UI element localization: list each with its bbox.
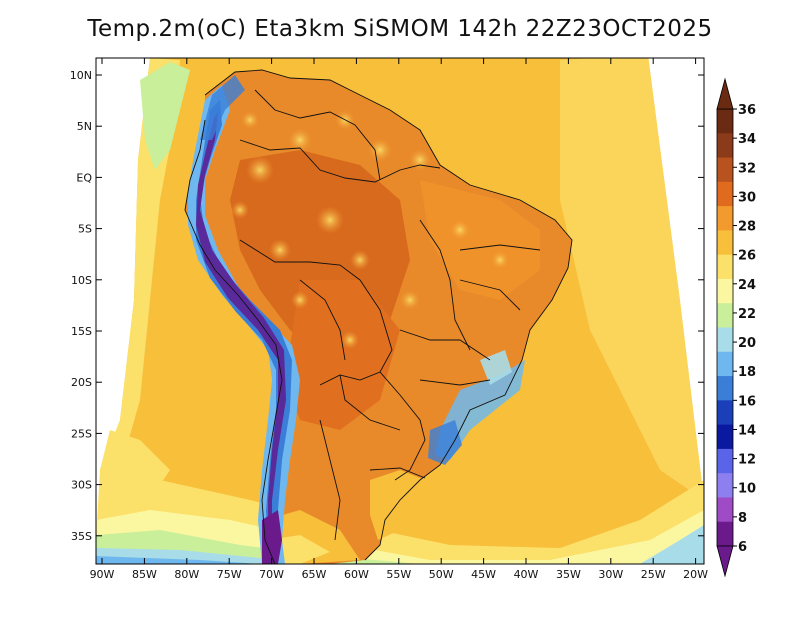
lat-tick-label: 15S	[71, 325, 92, 338]
lon-tick-label: 30W	[598, 568, 623, 581]
lon-tick-label: 75W	[217, 568, 242, 581]
lat-tick-label: 35S	[71, 530, 92, 543]
colorbar-label: 26	[738, 249, 756, 264]
lat-tick-label: 20S	[71, 376, 92, 389]
colorbar-segment	[717, 109, 733, 134]
colorbar-label: 18	[738, 365, 756, 380]
colorbar-label: 24	[738, 278, 756, 293]
colorbar-segment	[717, 206, 733, 231]
lon-tick-label: 40W	[514, 568, 539, 581]
colorbar-segment	[717, 278, 733, 304]
lat-tick-label: 10N	[70, 69, 92, 82]
colorbar-label: 6	[738, 540, 747, 555]
lat-tick-label: 10S	[71, 274, 92, 287]
colorbar-segment	[717, 521, 733, 547]
colorbar-label: 28	[738, 220, 756, 235]
colorbar-segment	[717, 497, 733, 523]
colorbar-segment	[717, 327, 733, 353]
lat-tick-label: EQ	[76, 171, 92, 184]
lon-tick-label: 45W	[471, 568, 496, 581]
lat-tick-label: 30S	[71, 479, 92, 492]
colorbar-label: 12	[738, 453, 756, 468]
lon-tick-label: 35W	[556, 568, 581, 581]
lon-tick-label: 85W	[132, 568, 157, 581]
lon-tick-label: 20W	[683, 568, 708, 581]
colorbar-bottom-cap	[716, 545, 734, 578]
colorbar-label: 22	[738, 307, 756, 322]
temperature-field	[96, 58, 704, 564]
colorbar-label: 30	[738, 190, 756, 205]
colorbar-segment	[717, 303, 733, 328]
colorbar-segment	[717, 448, 733, 474]
colorbar-segment	[717, 181, 733, 207]
lon-tick-label: 65W	[302, 568, 327, 581]
lon-tick-label: 25W	[641, 568, 666, 581]
latitude-axis: 10N 5N EQ 5S 10S 15S 20S 25S 30S 35S	[70, 69, 704, 543]
colorbar: 36 34 32 30 28 26 24 22 20 18 16 14 12 10 8 6	[716, 77, 756, 578]
lat-tick-label: 5N	[77, 120, 92, 133]
colorbar-label: 16	[738, 394, 756, 409]
longitude-axis: 90W 85W 80W 75W 70W 65W 60W 55W 50W 45W 40W 35W 30W 2…	[90, 58, 708, 581]
colorbar-label: 10	[738, 482, 756, 497]
colorbar-segment	[717, 133, 733, 159]
colorbar-label: 36	[738, 103, 756, 118]
colorbar-segment	[717, 424, 733, 450]
colorbar-label: 34	[738, 132, 756, 147]
colorbar-label: 20	[738, 336, 756, 351]
lat-tick-label: 25S	[71, 427, 92, 440]
colorbar-segment	[717, 351, 733, 377]
map-title: Temp.2m(oC) Eta3km SiSMOM 142h 22Z23OCT2…	[87, 16, 713, 42]
lon-tick-label: 90W	[90, 568, 115, 581]
colorbar-label: 14	[738, 423, 756, 438]
colorbar-segment	[717, 473, 733, 498]
lon-tick-label: 80W	[174, 568, 199, 581]
colorbar-top-cap	[716, 77, 734, 110]
colorbar-segment	[717, 400, 733, 426]
lon-tick-label: 60W	[344, 568, 369, 581]
colorbar-segment	[717, 376, 733, 401]
colorbar-label: 8	[738, 511, 747, 526]
lon-tick-label: 70W	[259, 568, 284, 581]
country-borders	[184, 69, 573, 564]
colorbar-label: 32	[738, 161, 756, 176]
lat-tick-label: 5S	[78, 223, 92, 236]
colorbar-segment	[717, 157, 733, 183]
map-frame	[95, 57, 705, 565]
lon-tick-label: 50W	[429, 568, 454, 581]
colorbar-segment	[717, 254, 733, 280]
lon-tick-label: 55W	[386, 568, 411, 581]
colorbar-segment	[717, 230, 733, 256]
hot-spots	[231, 110, 509, 349]
